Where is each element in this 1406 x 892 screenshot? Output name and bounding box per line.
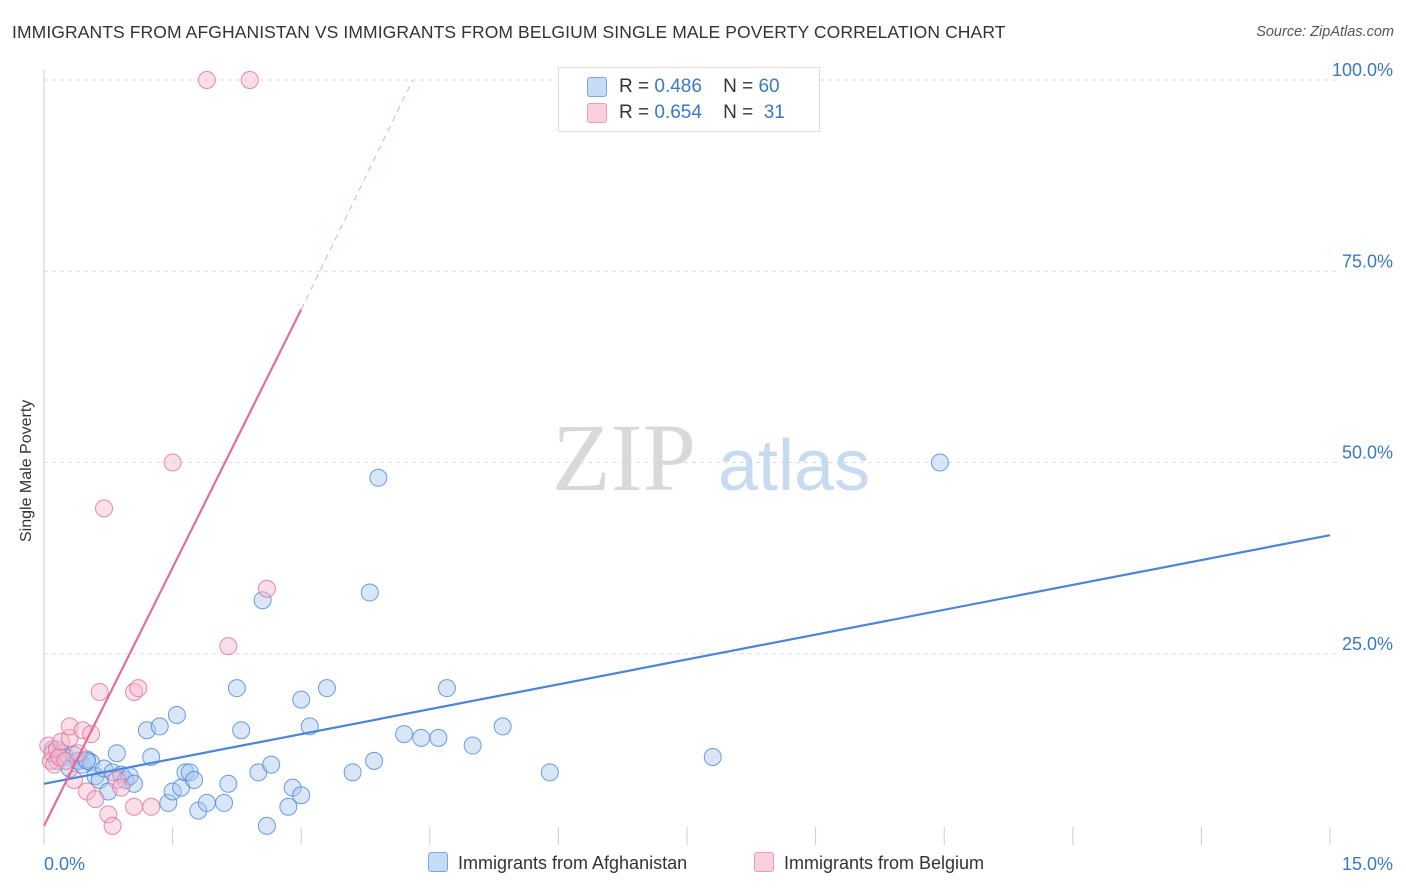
y-axis-label: Single Male Poverty xyxy=(18,399,35,542)
legend-n-value: 60 xyxy=(758,76,780,97)
data-point-afghanistan xyxy=(185,770,204,789)
data-point-afghanistan xyxy=(150,717,169,736)
trend-line-belgium-extension xyxy=(300,79,414,310)
data-point-afghanistan xyxy=(107,744,126,763)
y-tick-label: 75.0% xyxy=(1342,251,1393,271)
series-afghanistan-points xyxy=(43,453,949,835)
data-point-belgium xyxy=(52,732,71,751)
data-point-afghanistan xyxy=(493,717,512,736)
data-point-afghanistan xyxy=(279,797,298,816)
bottom-legend-label: Immigrants from Belgium xyxy=(784,853,985,873)
data-point-afghanistan xyxy=(257,816,276,835)
data-point-afghanistan xyxy=(360,583,379,602)
data-point-afghanistan xyxy=(215,793,234,812)
chart-title: IMMIGRANTS FROM AFGHANISTAN VS IMMIGRANT… xyxy=(12,22,1006,42)
legend-n-value: 31 xyxy=(763,102,785,123)
data-point-afghanistan xyxy=(163,782,182,801)
data-point-afghanistan xyxy=(540,763,559,782)
data-point-afghanistan xyxy=(317,679,336,698)
legend-r-label: R = xyxy=(619,102,650,123)
legend-swatch-afghanistan xyxy=(587,77,607,97)
data-point-afghanistan xyxy=(232,721,251,740)
data-point-belgium xyxy=(197,71,216,89)
legend-r-label: R = xyxy=(619,76,650,97)
x-tick-label: 15.0% xyxy=(1342,854,1393,874)
grid-lines xyxy=(44,79,1340,655)
legend-n-label: N = xyxy=(723,76,754,97)
legend-n-label: N = xyxy=(723,102,754,123)
legend-r-value: 0.654 xyxy=(654,102,702,123)
data-point-afghanistan xyxy=(343,763,362,782)
bottom-legend-swatch-afghanistan xyxy=(428,852,448,872)
data-point-belgium xyxy=(103,816,122,835)
data-point-afghanistan xyxy=(437,679,456,698)
data-point-belgium xyxy=(163,453,182,472)
data-point-belgium xyxy=(257,579,276,598)
series-belgium-points xyxy=(39,71,276,835)
trend-line-afghanistan xyxy=(43,534,1331,785)
data-point-afghanistan xyxy=(219,774,238,793)
y-tick-label: 50.0% xyxy=(1342,443,1393,463)
legend-swatch-belgium xyxy=(587,103,607,123)
data-point-afghanistan xyxy=(197,793,216,812)
bottom-legend-swatch-belgium xyxy=(754,852,774,872)
data-point-afghanistan xyxy=(930,453,949,472)
data-point-belgium xyxy=(219,637,238,656)
data-point-afghanistan xyxy=(159,793,178,812)
watermark-atlas: atlas xyxy=(718,426,870,506)
data-point-belgium xyxy=(95,499,114,518)
data-point-afghanistan xyxy=(167,705,186,724)
data-point-afghanistan xyxy=(292,786,311,805)
data-point-afghanistan xyxy=(412,728,431,747)
watermark-zip: ZIP xyxy=(552,404,696,511)
bottom-legend-belgium: Immigrants from Belgium xyxy=(754,852,984,874)
data-point-belgium xyxy=(129,679,148,698)
bottom-legend-label: Immigrants from Afghanistan xyxy=(458,853,688,873)
correlation-legend: R = 0.486 N = 60 R = 0.654 N = 31 xyxy=(558,67,820,132)
y-tick-label: 100.0% xyxy=(1332,60,1393,80)
data-point-afghanistan xyxy=(703,748,722,767)
data-point-afghanistan xyxy=(463,736,482,755)
source-label: Source: ZipAtlas.com xyxy=(1256,24,1394,40)
data-point-belgium xyxy=(90,683,109,701)
data-point-belgium xyxy=(82,725,101,744)
data-point-belgium xyxy=(112,778,131,797)
data-point-afghanistan xyxy=(227,679,246,698)
trend-lines xyxy=(43,79,1331,827)
data-point-afghanistan xyxy=(292,690,311,709)
data-point-belgium xyxy=(86,790,105,809)
axes xyxy=(43,70,1331,845)
data-point-afghanistan xyxy=(365,751,384,770)
data-point-afghanistan xyxy=(253,591,272,610)
data-point-belgium xyxy=(240,71,259,89)
tick-labels: 25.0% 50.0% 75.0% 100.0% 0.0% 15.0% xyxy=(44,60,1393,874)
legend-r-value: 0.486 xyxy=(654,76,702,97)
watermark: ZIP atlas xyxy=(552,404,870,511)
data-point-afghanistan xyxy=(429,728,448,747)
data-point-belgium xyxy=(99,805,118,824)
bottom-legend-afghanistan: Immigrants from Afghanistan xyxy=(428,852,687,874)
data-point-afghanistan xyxy=(262,755,281,774)
x-tick-label: 0.0% xyxy=(44,854,85,874)
trend-line-belgium xyxy=(43,309,303,827)
y-tick-label: 25.0% xyxy=(1342,634,1393,654)
data-point-belgium xyxy=(142,797,161,816)
data-point-afghanistan xyxy=(369,468,388,487)
data-point-belgium xyxy=(125,797,144,816)
data-point-afghanistan xyxy=(395,725,414,744)
